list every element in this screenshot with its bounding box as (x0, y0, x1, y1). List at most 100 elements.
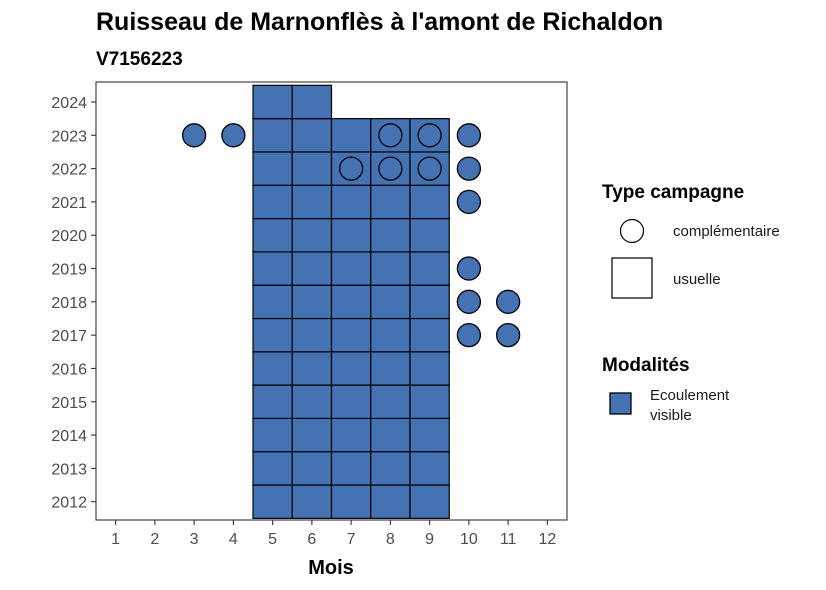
square-mark (252, 451, 293, 486)
square-mark (370, 284, 411, 320)
square-mark (252, 384, 293, 420)
legend-title-modalites: Modalités (602, 355, 690, 376)
square-mark (409, 451, 450, 486)
y-tick-label: 2012 (51, 495, 87, 512)
circle-mark (456, 289, 482, 314)
square-mark (409, 317, 450, 353)
square-mark (252, 251, 293, 286)
square-mark (370, 217, 411, 253)
square-mark (330, 351, 372, 386)
x-tick-label: 2 (150, 531, 159, 548)
circle-mark (456, 322, 482, 348)
square-mark (291, 317, 333, 353)
y-tick-label: 2019 (51, 262, 87, 279)
x-tick-label: 7 (347, 531, 356, 548)
square-mark (330, 118, 372, 153)
square-mark (370, 251, 411, 286)
circle-mark (495, 322, 521, 348)
square-mark (409, 484, 450, 519)
complementaire-circles (181, 123, 521, 348)
square-mark (409, 284, 450, 320)
x-tick-label: 4 (229, 531, 238, 548)
square-mark (409, 384, 450, 420)
square-mark (291, 251, 333, 286)
square-mark (252, 184, 293, 220)
square-mark (330, 384, 372, 420)
square-mark (252, 151, 293, 186)
x-tick-label: 12 (538, 531, 556, 548)
square-mark (330, 217, 372, 253)
square-mark (291, 217, 333, 253)
square-mark (252, 284, 293, 320)
x-tick-label: 5 (268, 531, 277, 548)
square-mark (291, 151, 333, 186)
legend-modalite-swatch (609, 392, 632, 415)
square-mark (370, 484, 411, 519)
y-tick-label: 2024 (51, 95, 87, 112)
y-axis: 2012 2013 2014 2015 2016 2017 2018 2019 2020 2021… (51, 95, 96, 512)
square-mark (291, 484, 333, 519)
square-mark (252, 84, 293, 120)
circle-mark (417, 156, 442, 181)
square-mark (370, 184, 411, 220)
y-tick-label: 2016 (51, 361, 87, 378)
square-mark (291, 284, 333, 320)
x-tick-label: 8 (386, 531, 395, 548)
x-tick-label: 3 (190, 531, 199, 548)
square-mark (409, 417, 450, 453)
square-mark (409, 184, 450, 220)
y-tick-label: 2020 (51, 228, 87, 245)
y-tick-label: 2023 (51, 128, 87, 145)
square-mark (370, 451, 411, 486)
x-tick-label: 6 (307, 531, 316, 548)
square-mark (252, 484, 293, 519)
circle-mark (456, 123, 482, 148)
plot-border (95, 81, 568, 521)
legend-label-modalite-line1: Ecoulement (650, 387, 730, 404)
chart-title: Ruisseau de Marnonflès à l'amont de Rich… (96, 8, 663, 36)
square-mark (330, 251, 372, 286)
square-mark (370, 351, 411, 386)
circle-mark (378, 156, 403, 181)
square-mark (291, 84, 333, 120)
square-mark (252, 118, 293, 153)
square-mark (291, 451, 333, 486)
x-tick-label: 9 (425, 531, 434, 548)
square-mark (330, 451, 372, 486)
circle-mark (456, 189, 482, 215)
circle-mark (417, 123, 442, 148)
square-mark (291, 417, 333, 453)
circle-mark (378, 123, 403, 148)
square-mark (330, 417, 372, 453)
chart-subtitle: V7156223 (96, 49, 183, 70)
y-tick-label: 2013 (51, 461, 87, 478)
x-tick-label: 10 (460, 531, 478, 548)
circle-mark (181, 123, 207, 148)
square-mark (330, 184, 372, 220)
legend-label-complementaire: complémentaire (673, 223, 780, 240)
square-mark (409, 217, 450, 253)
square-mark (291, 351, 333, 386)
legend-title-type-campagne: Type campagne (602, 182, 744, 203)
x-tick-label: 1 (111, 531, 120, 548)
legend-label-usuelle: usuelle (673, 271, 721, 288)
square-mark (252, 217, 293, 253)
legend-label-modalite-line2: visible (650, 407, 692, 424)
circle-mark (495, 289, 521, 314)
square-mark (409, 351, 450, 386)
x-tick-label: 11 (500, 531, 517, 548)
circle-mark (221, 123, 246, 148)
legend-circle-icon (619, 218, 645, 244)
square-mark (370, 417, 411, 453)
square-mark (370, 317, 411, 353)
y-tick-label: 2017 (51, 328, 87, 345)
x-axis-title: Mois (308, 557, 354, 579)
square-mark (252, 317, 293, 353)
y-tick-label: 2021 (51, 195, 87, 212)
circle-mark (338, 156, 364, 181)
usuelle-squares (252, 84, 450, 519)
circle-mark (456, 156, 482, 181)
square-mark (291, 384, 333, 420)
square-mark (291, 118, 333, 153)
